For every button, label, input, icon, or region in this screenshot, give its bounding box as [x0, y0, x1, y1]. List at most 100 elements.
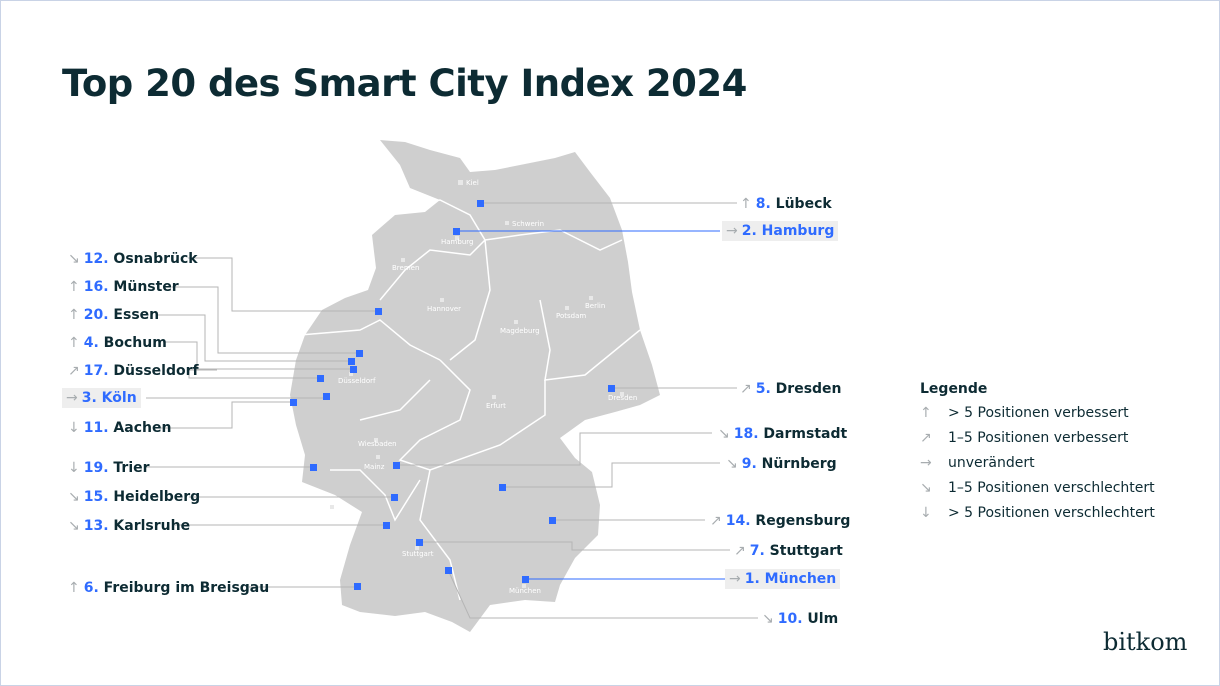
marker-darmstadt	[393, 462, 400, 469]
marker-heidelberg	[391, 494, 398, 501]
city-label-12: ↓ 19. Trier	[64, 458, 154, 478]
trend-icon: ↑	[68, 335, 80, 351]
city-name: Hamburg	[761, 223, 835, 239]
map-label-bremen: Bremen	[392, 264, 419, 272]
city-rank: 3.	[81, 390, 97, 406]
city-label-14: ↘ 13. Karlsruhe	[64, 516, 194, 536]
city-label-16: ↗ 7. Stuttgart	[730, 541, 847, 561]
map-label-muenchen: München	[509, 587, 541, 595]
marker-luebeck	[477, 200, 484, 207]
arrow-up-icon: ↑	[920, 405, 932, 421]
trend-icon: ↓	[68, 460, 80, 476]
city-name: Essen	[113, 307, 160, 323]
city-name: Ulm	[807, 611, 839, 627]
marker-trier	[310, 464, 317, 471]
city-label-8: ↓ 11. Aachen	[64, 418, 175, 438]
marker-duesseldorf	[317, 375, 324, 382]
city-rank: 12.	[83, 251, 109, 267]
legend-item: ↑ > 5 Positionen verbessert	[920, 405, 1155, 430]
marker-freiburg	[354, 583, 361, 590]
city-rank: 10.	[777, 611, 803, 627]
city-label-9: ↗ 5. Dresden	[736, 379, 846, 399]
legend-item: ↘ 1–5 Positionen verschlechtert	[920, 480, 1155, 505]
map-label-schwerin: Schwerin	[512, 220, 544, 228]
state-borders	[299, 199, 641, 601]
trend-icon: ↘	[762, 611, 774, 627]
page-title: Top 20 des Smart City Index 2024	[62, 62, 747, 105]
marker-muenchen	[522, 576, 529, 583]
city-name: Münster	[113, 279, 179, 295]
trend-icon: →	[726, 223, 738, 239]
city-label-17: → 1. München	[725, 569, 841, 589]
trend-icon: ↑	[68, 279, 80, 295]
city-rank: 4.	[83, 335, 99, 351]
marker-essen	[348, 358, 355, 365]
city-label-6: ↗ 17. Düsseldorf	[64, 361, 203, 381]
marker-bochum	[350, 366, 357, 373]
legend: Legende ↑ > 5 Positionen verbessert ↗ 1–5 …	[920, 381, 1155, 530]
marker-koeln	[323, 393, 330, 400]
city-name: Düsseldorf	[113, 363, 199, 379]
city-rank: 15.	[83, 489, 109, 505]
city-label-3: ↑ 16. Münster	[64, 277, 183, 297]
map-label-duesseldorf: Düsseldorf	[338, 377, 376, 385]
marker-dresden	[608, 385, 615, 392]
city-rank: 11.	[83, 420, 109, 436]
trend-icon: ↘	[68, 489, 80, 505]
city-rank: 5.	[755, 381, 771, 397]
trend-icon: ↗	[740, 381, 752, 397]
city-name: Stuttgart	[769, 543, 843, 559]
city-label-2: ↘ 12. Osnabrück	[64, 249, 202, 269]
marker-osnabrueck	[375, 308, 382, 315]
map-label-berlin: Berlin	[585, 302, 605, 310]
marker-ulm	[445, 567, 452, 574]
city-name: Aachen	[113, 420, 172, 436]
legend-item: ↗ 1–5 Positionen verbessert	[920, 430, 1155, 455]
city-rank: 1.	[744, 571, 760, 587]
city-name: Bochum	[103, 335, 167, 351]
city-label-13: ↘ 15. Heidelberg	[64, 487, 204, 507]
city-rank: 19.	[83, 460, 109, 476]
city-rank: 2.	[741, 223, 757, 239]
map-label-saarbruecken: Saarbrücken	[314, 511, 358, 519]
city-name: Nürnberg	[761, 456, 837, 472]
marker-hamburg	[453, 228, 460, 235]
city-rank: 17.	[83, 363, 109, 379]
marker-stuttgart	[416, 539, 423, 546]
map-label-magdeburg: Magdeburg	[500, 327, 540, 335]
legend-item: ↓ > 5 Positionen verschlechtert	[920, 505, 1155, 530]
legend-text: 1–5 Positionen verschlechtert	[948, 480, 1155, 496]
arrow-down-right-icon: ↘	[920, 480, 932, 496]
legend-title: Legende	[920, 381, 988, 397]
legend-text: > 5 Positionen verschlechtert	[948, 505, 1155, 521]
city-label-1: → 2. Hamburg	[722, 221, 839, 241]
trend-icon: ↘	[726, 456, 738, 472]
legend-item: → unverändert	[920, 455, 1155, 480]
city-rank: 9.	[741, 456, 757, 472]
city-rank: 7.	[749, 543, 765, 559]
arrow-right-icon: →	[920, 455, 932, 471]
city-markers	[290, 200, 615, 590]
marker-muenster	[356, 350, 363, 357]
city-name: Heidelberg	[113, 489, 201, 505]
trend-icon: ↘	[68, 251, 80, 267]
bitkom-logo: bitkom	[1103, 628, 1188, 656]
legend-text: unverändert	[948, 455, 1035, 471]
city-name: Darmstadt	[763, 426, 848, 442]
map-label-wiesbaden: Wiesbaden	[358, 440, 397, 448]
city-label-10: ↘ 18. Darmstadt	[714, 424, 851, 444]
city-rank: 18.	[733, 426, 759, 442]
map-label-kiel: Kiel	[466, 179, 479, 187]
map-label-potsdam: Potsdam	[556, 312, 586, 320]
city-label-19: ↘ 10. Ulm	[758, 609, 842, 629]
trend-icon: ↘	[718, 426, 730, 442]
map-label-hamburg: Hamburg	[441, 238, 473, 246]
legend-text: 1–5 Positionen verbessert	[948, 430, 1129, 446]
map-label-hannover: Hannover	[427, 305, 461, 313]
city-name: München	[764, 571, 837, 587]
city-label-4: ↑ 20. Essen	[64, 305, 163, 325]
map-label-mainz: Mainz	[364, 463, 385, 471]
germany-shape	[290, 140, 660, 632]
trend-icon: ↑	[68, 307, 80, 323]
trend-icon: ↗	[734, 543, 746, 559]
